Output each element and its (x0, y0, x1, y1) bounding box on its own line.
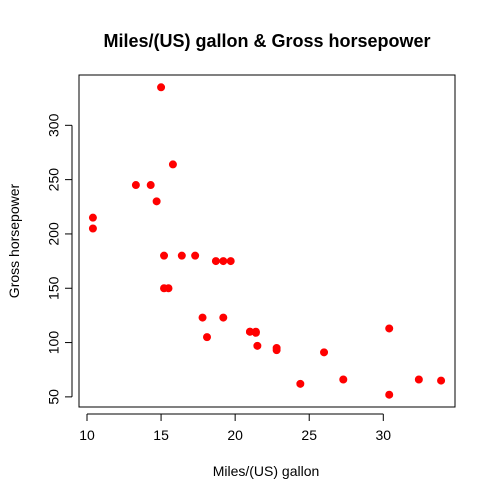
y-tick-label: 150 (46, 276, 62, 300)
data-point (131, 181, 140, 190)
y-axis: 50 100 150 200 250 300 (46, 113, 73, 405)
y-tick-label: 250 (46, 168, 62, 192)
x-axis: 10 15 20 25 30 (79, 413, 392, 443)
x-axis-label: Miles/(US) gallon (213, 463, 320, 479)
data-points (88, 83, 446, 399)
data-point (320, 348, 329, 357)
data-point (339, 375, 348, 384)
data-point (202, 333, 211, 342)
data-point (385, 324, 394, 333)
data-point (211, 257, 220, 266)
data-point (168, 160, 177, 169)
y-tick-label: 50 (46, 389, 62, 405)
data-point (251, 328, 260, 337)
data-point (198, 313, 207, 322)
data-point (160, 251, 169, 260)
data-point (157, 83, 166, 92)
y-tick-label: 300 (46, 113, 62, 137)
data-point (272, 343, 281, 352)
data-point (88, 224, 97, 233)
data-point (219, 313, 228, 322)
x-tick-label: 25 (301, 427, 317, 443)
data-point (191, 251, 200, 260)
data-point (253, 341, 262, 350)
plot-frame (78, 74, 456, 408)
data-point (296, 379, 305, 388)
data-point (152, 197, 161, 206)
y-tick-label: 200 (46, 222, 62, 246)
x-tick-label: 10 (79, 427, 95, 443)
data-point (385, 390, 394, 399)
x-tick-label: 20 (227, 427, 243, 443)
y-axis-label: Gross horsepower (6, 183, 22, 298)
data-point (88, 213, 97, 222)
data-point (226, 257, 235, 266)
data-point (437, 376, 446, 385)
data-point (160, 284, 169, 293)
x-tick-label: 30 (376, 427, 392, 443)
data-point (414, 375, 423, 384)
x-tick-label: 15 (153, 427, 169, 443)
y-tick-label: 100 (46, 331, 62, 355)
data-point (146, 181, 155, 190)
data-point (219, 257, 228, 266)
data-point (177, 251, 186, 260)
chart-title: Miles/(US) gallon & Gross horsepower (103, 31, 430, 51)
